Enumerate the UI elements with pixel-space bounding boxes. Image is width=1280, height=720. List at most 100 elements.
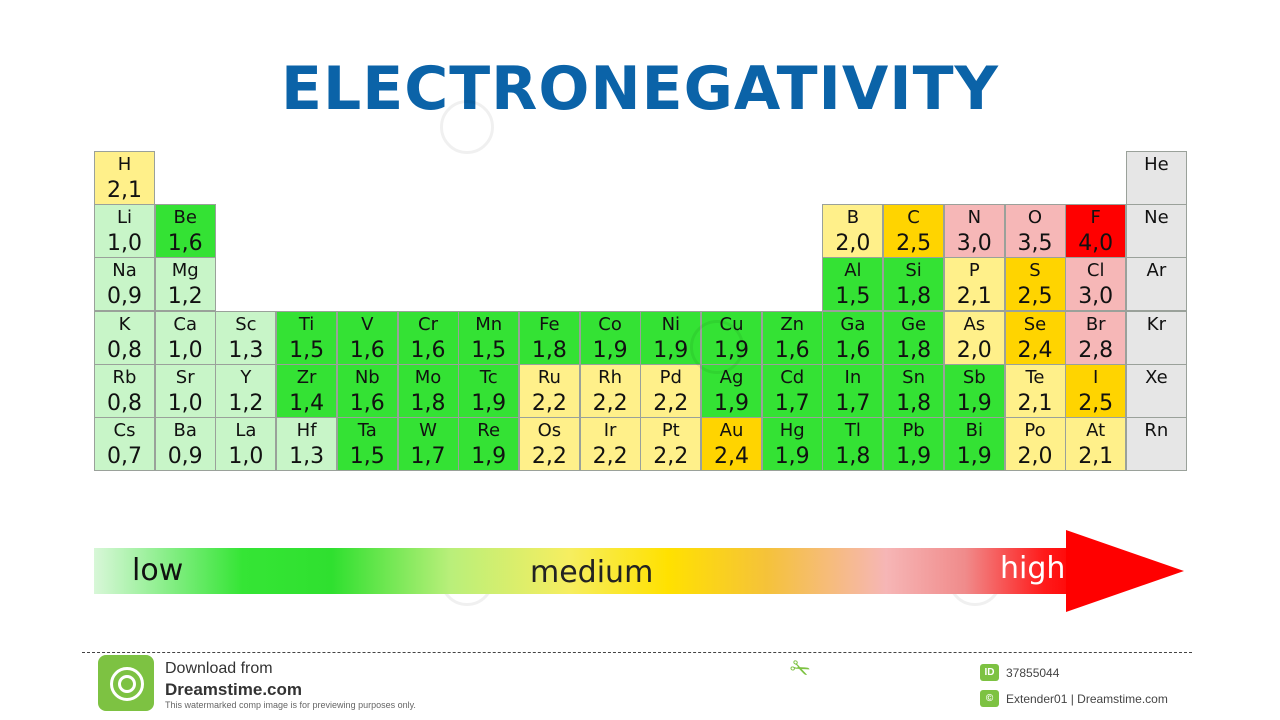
electronegativity-value: 2,2 xyxy=(531,444,567,469)
electronegativity-value: 1,9 xyxy=(956,390,992,416)
element-cell-tc: Tc 1,9 xyxy=(458,363,520,418)
electronegativity-value: 1,9 xyxy=(774,444,810,469)
element-symbol: H xyxy=(117,154,132,175)
electronegativity-value: 0,7 xyxy=(107,444,142,469)
element-symbol: Y xyxy=(240,366,252,388)
element-cell-w: W 1,7 xyxy=(397,417,459,471)
electronegativity-value: 1,5 xyxy=(289,337,325,363)
electronegativity-value: 1,3 xyxy=(289,444,325,469)
element-cell-br: Br 2,8 xyxy=(1065,310,1127,365)
element-symbol: B xyxy=(846,207,860,229)
electronegativity-value: 2,2 xyxy=(592,390,628,416)
element-symbol: Cr xyxy=(418,313,438,335)
element-cell-se: Se 2,4 xyxy=(1004,310,1066,365)
element-cell-v: V 1,6 xyxy=(336,310,398,365)
electronegativity-value: 1,6 xyxy=(349,390,385,416)
element-symbol: K xyxy=(118,313,131,335)
element-symbol: Ba xyxy=(173,420,197,441)
electronegativity-value: 2,0 xyxy=(1017,444,1053,469)
element-symbol: Rh xyxy=(598,366,623,388)
element-cell-te: Te 2,1 xyxy=(1004,363,1066,418)
electronegativity-value: 1,5 xyxy=(835,284,871,310)
element-cell-zr: Zr 1,4 xyxy=(276,363,338,418)
element-cell-he: He xyxy=(1125,151,1187,205)
electronegativity-value: 1,0 xyxy=(167,337,203,363)
electronegativity-scale-bar xyxy=(94,548,1084,594)
element-cell-ru: Ru 2,2 xyxy=(518,363,580,418)
element-cell-si: Si 1,8 xyxy=(883,257,945,312)
element-cell-cd: Cd 1,7 xyxy=(761,363,823,418)
copyright-icon: © xyxy=(980,690,999,707)
image-id: 37855044 xyxy=(1006,666,1060,680)
element-symbol: Pt xyxy=(661,420,680,441)
element-cell-ta: Ta 1,5 xyxy=(336,417,398,471)
element-cell-b: B 2,0 xyxy=(822,204,884,259)
element-cell-k: K 0,8 xyxy=(94,310,155,365)
watermark-logo xyxy=(440,100,494,154)
element-cell-os: Os 2,2 xyxy=(518,417,580,471)
element-symbol: Tc xyxy=(479,366,498,388)
electronegativity-value: 2,2 xyxy=(592,444,628,469)
element-symbol: Bi xyxy=(965,420,983,441)
element-cell-hf: Hf 1,3 xyxy=(276,417,338,471)
element-cell-au: Au 2,4 xyxy=(701,417,762,471)
electronegativity-value: 2,1 xyxy=(1078,444,1114,469)
electronegativity-value: 1,9 xyxy=(653,337,689,363)
element-symbol: Fe xyxy=(539,313,560,335)
element-cell-ir: Ir 2,2 xyxy=(579,417,641,471)
element-symbol: At xyxy=(1086,420,1106,441)
element-cell-rb: Rb 0,8 xyxy=(94,363,155,418)
element-symbol: Sn xyxy=(902,366,926,388)
element-symbol: Mg xyxy=(171,260,199,282)
element-symbol: In xyxy=(844,366,862,388)
element-symbol: O xyxy=(1027,207,1043,229)
element-symbol: Cs xyxy=(113,420,136,441)
element-symbol: Au xyxy=(719,420,744,441)
element-cell-pb: Pb 1,9 xyxy=(883,417,945,471)
element-cell-n: N 3,0 xyxy=(943,204,1005,259)
element-cell-as: As 2,0 xyxy=(943,310,1005,365)
element-symbol: Ne xyxy=(1144,207,1169,229)
electronegativity-value: 2,0 xyxy=(835,231,871,257)
electronegativity-value: 2,2 xyxy=(653,444,689,469)
download-from-text: Download from xyxy=(165,660,273,677)
element-symbol: Mo xyxy=(414,366,442,388)
electronegativity-value: 1,5 xyxy=(471,337,507,363)
watermark-notice: This watermarked comp image is for previ… xyxy=(165,700,416,710)
element-cell-cs: Cs 0,7 xyxy=(94,417,155,471)
element-symbol: Cl xyxy=(1086,260,1105,282)
element-cell-ar: Ar xyxy=(1125,257,1187,312)
element-cell-ne: Ne xyxy=(1125,204,1187,259)
electronegativity-value: 1,8 xyxy=(896,337,932,363)
element-cell-s: S 2,5 xyxy=(1004,257,1066,312)
electronegativity-value: 2,8 xyxy=(1078,337,1114,363)
element-cell-o: O 3,5 xyxy=(1004,204,1066,259)
electronegativity-value: 1,0 xyxy=(228,444,264,469)
element-symbol: Po xyxy=(1024,420,1046,441)
electronegativity-value: 1,0 xyxy=(107,231,142,257)
element-cell-pd: Pd 2,2 xyxy=(640,363,702,418)
dreamstime-link[interactable]: Dreamstime.com xyxy=(165,680,303,699)
electronegativity-value: 1,6 xyxy=(167,231,203,257)
scissors-icon: ✂ xyxy=(785,652,816,686)
dreamstime-logo-icon[interactable] xyxy=(98,655,154,711)
element-cell-po: Po 2,0 xyxy=(1004,417,1066,471)
electronegativity-value: 2,1 xyxy=(107,178,142,203)
electronegativity-value: 1,6 xyxy=(410,337,446,363)
element-cell-ga: Ga 1,6 xyxy=(822,310,884,365)
element-cell-co: Co 1,9 xyxy=(579,310,641,365)
electronegativity-value: 1,8 xyxy=(531,337,567,363)
element-cell-y: Y 1,2 xyxy=(215,363,277,418)
element-symbol: Mn xyxy=(475,313,503,335)
element-cell-fe: Fe 1,8 xyxy=(518,310,580,365)
element-symbol: Ta xyxy=(357,420,377,441)
electronegativity-value: 2,1 xyxy=(1017,390,1053,416)
electronegativity-value: 0,9 xyxy=(167,444,203,469)
element-symbol: Ir xyxy=(603,420,617,441)
electronegativity-value: 1,9 xyxy=(592,337,628,363)
element-symbol: P xyxy=(968,260,980,282)
electronegativity-value: 2,1 xyxy=(956,284,992,310)
element-cell-na: Na 0,9 xyxy=(94,257,155,312)
element-cell-nb: Nb 1,6 xyxy=(336,363,398,418)
electronegativity-value: 1,6 xyxy=(774,337,810,363)
